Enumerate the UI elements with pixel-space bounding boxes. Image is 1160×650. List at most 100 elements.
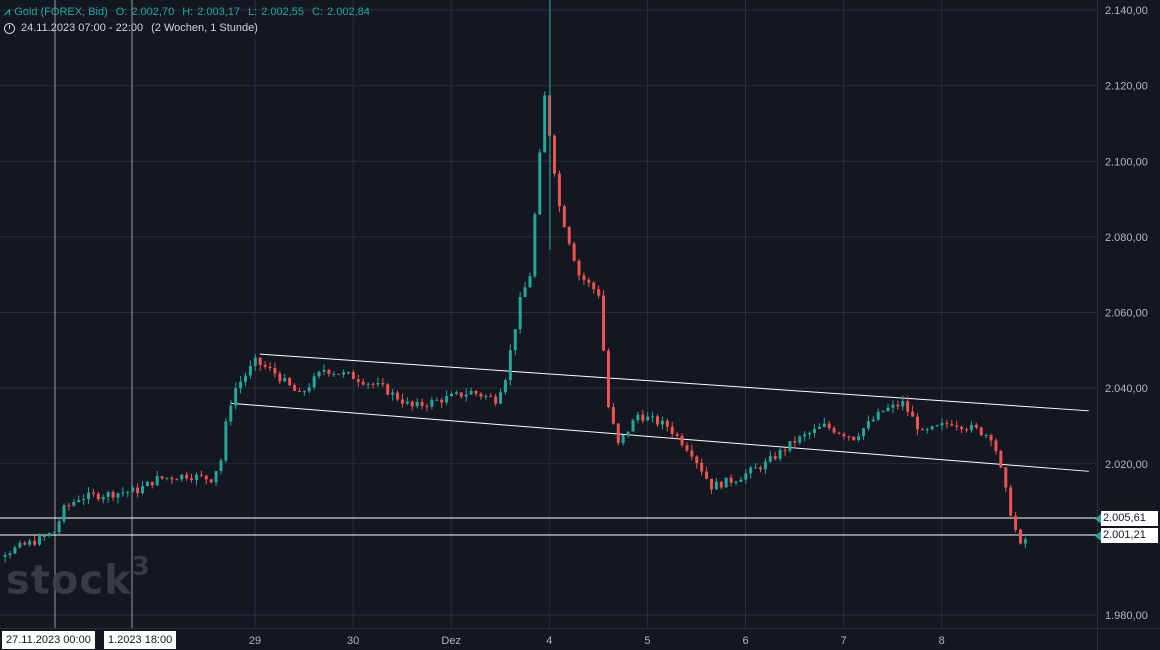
channel-lower-line (230, 402, 1089, 472)
candle-body (803, 434, 807, 437)
candle-body (239, 381, 243, 389)
candle-body (562, 206, 566, 228)
x-tick-label: 30 (347, 635, 359, 647)
candle-body (87, 492, 91, 500)
candle-body (342, 372, 346, 375)
x-tick-label: 8 (939, 635, 945, 647)
candle-body (945, 423, 949, 425)
candle-body (935, 425, 939, 427)
candle-body (420, 401, 424, 406)
candle-body (798, 436, 802, 443)
candle-body (136, 487, 140, 494)
candle-body (288, 377, 292, 386)
candle-body (759, 467, 763, 470)
candle-body (631, 420, 635, 432)
candle-body (28, 540, 32, 545)
candle-body (1009, 487, 1013, 516)
y-tick-label: 2.060,00 (1105, 308, 1148, 320)
candle-body (915, 416, 919, 430)
candle-body (400, 399, 404, 404)
candle-body (812, 428, 816, 433)
clock-icon (4, 22, 15, 34)
candle-body (464, 394, 468, 397)
candle-body (705, 471, 709, 479)
ohlc-low-label: L: (248, 6, 258, 18)
candle-body (346, 372, 350, 374)
candle-body (871, 419, 875, 422)
candle-body (665, 420, 669, 427)
candle-body (852, 436, 856, 440)
candle-body (670, 426, 674, 434)
candle-body (901, 401, 905, 407)
candle-body (989, 435, 993, 441)
candle-body (229, 405, 233, 422)
stock3-watermark-logo: stock3 (6, 552, 151, 604)
candle-body (896, 404, 900, 407)
ohlc-low-value: 2.002,55 (261, 6, 305, 18)
candle-body (199, 474, 203, 476)
x-tick-label: 7 (841, 635, 847, 647)
candle-body (219, 460, 223, 472)
candle-body (822, 423, 826, 427)
candle-body (979, 427, 983, 436)
candle-body (695, 456, 699, 464)
candle-body (700, 463, 704, 472)
candle-body (391, 392, 395, 395)
candle-body (1023, 539, 1027, 544)
candle-body (999, 450, 1003, 468)
candle-body (405, 401, 409, 404)
candle-body (577, 260, 581, 276)
candle-body (543, 95, 547, 153)
chart-legend: ⩘ Gold (FOREX, Bid) O: 2.002,70 H: 2.003… (4, 4, 370, 36)
candle-body (709, 478, 713, 490)
candle-body (920, 429, 924, 431)
candle-body (955, 425, 959, 427)
candle-body (739, 479, 743, 483)
candle-body (37, 536, 41, 545)
ohlc-close-value: 2.002,84 (327, 6, 370, 18)
candle-body (194, 474, 198, 480)
candle-body (243, 375, 247, 382)
candle-body (518, 297, 522, 330)
candle-body (866, 421, 870, 429)
candle-body (410, 401, 414, 407)
candle-body (494, 396, 498, 404)
candle-body (783, 449, 787, 451)
candle-body (557, 173, 561, 207)
candle-body (847, 436, 851, 438)
y-tick-label: 2.140,00 (1105, 5, 1148, 17)
candle-body (626, 431, 630, 436)
candle-body (597, 289, 601, 296)
candle-body (660, 420, 664, 425)
candle-body (832, 428, 836, 433)
candle-body (719, 481, 723, 488)
candle-body (714, 481, 718, 490)
candle-body (140, 486, 144, 494)
candle-body (454, 392, 458, 394)
candle-body (690, 450, 694, 457)
candle-body (430, 399, 434, 407)
candle-body (337, 373, 341, 375)
candle-body (582, 275, 586, 280)
price-tag-upper: 2.005,61 (1095, 511, 1158, 526)
candle-body (744, 473, 748, 480)
candle-body (440, 399, 444, 403)
candle-body (371, 383, 375, 385)
candle-body (253, 357, 257, 366)
candle-body (881, 410, 885, 412)
time-tag-end: 1.2023 18:00 (104, 631, 177, 649)
x-tick-label: 4 (546, 635, 552, 647)
candle-body (361, 381, 365, 385)
candle-body (754, 467, 758, 469)
candle-body (47, 533, 51, 536)
candle-body (763, 461, 767, 470)
candle-body (33, 540, 37, 545)
candle-body (592, 282, 596, 290)
candle-body (327, 369, 331, 374)
candle-body (827, 423, 831, 429)
candle-body (523, 287, 527, 298)
candle-body (940, 423, 944, 426)
candle-body (646, 416, 650, 421)
ohlc-open-label: O: (115, 6, 128, 18)
